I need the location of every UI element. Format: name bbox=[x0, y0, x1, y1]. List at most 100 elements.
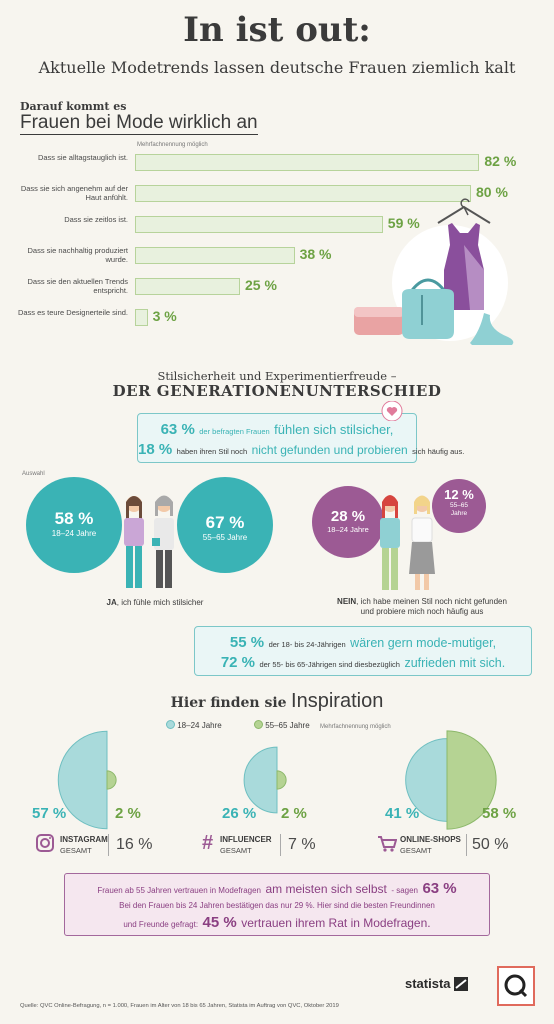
trust-text: - sagen bbox=[391, 886, 418, 895]
pie-label-old: 2 % bbox=[281, 805, 307, 822]
yes-caption: JA, ich fühle mich stilsicher bbox=[0, 598, 310, 607]
pie-label-old: 2 % bbox=[115, 805, 141, 822]
bar-value-label: 82 % bbox=[484, 153, 517, 169]
courage-callout: 55 % der 18- bis 24-Jährigen wären gern … bbox=[194, 626, 532, 676]
fashion-illustration bbox=[354, 198, 514, 345]
callout-text: fühlen sich stilsicher, bbox=[274, 422, 394, 437]
no-young-age: 18–24 Jahre bbox=[327, 525, 369, 534]
bar bbox=[135, 154, 480, 171]
yes-young-circle: 58 % 18–24 Jahre bbox=[26, 477, 122, 573]
half-circle-old bbox=[446, 730, 497, 830]
women-figures-yes bbox=[124, 495, 174, 588]
hashtag-icon: # bbox=[202, 832, 214, 854]
bar bbox=[135, 185, 471, 202]
bar bbox=[135, 278, 240, 295]
half-circle-young bbox=[57, 730, 108, 830]
divider bbox=[108, 834, 109, 856]
bar-category-label: Dass sie nachhaltig produziert wurde. bbox=[27, 246, 128, 264]
yes-old-age: 55–65 Jahre bbox=[202, 533, 248, 542]
divider bbox=[466, 834, 467, 856]
legend-old-label: 55–65 Jahre bbox=[265, 721, 310, 730]
callout-pct-18: 18 % bbox=[138, 441, 173, 458]
yes-caption-bold: JA bbox=[106, 598, 117, 607]
women-figures-no bbox=[380, 495, 435, 590]
section2-heading-small: Stilsicherheit und Experimentierfreude – bbox=[157, 369, 397, 383]
callout-text: sich häufig aus. bbox=[412, 447, 465, 456]
no-old-age-2: Jahre bbox=[450, 510, 468, 517]
source-note: Quelle: QVC Online-Befragung, n = 1.000,… bbox=[20, 1003, 339, 1009]
legend-old-swatch bbox=[253, 720, 263, 729]
influencer-label: INFLUENCER bbox=[220, 835, 272, 844]
shopping-cart-icon bbox=[378, 836, 397, 852]
legend-young-swatch bbox=[166, 720, 175, 729]
section3-heading-large: Inspiration bbox=[291, 690, 384, 712]
trust-box: Frauen ab 55 Jahren vertrauen in Modefra… bbox=[64, 873, 490, 936]
section2-heading-large: DER GENERATIONENUNTERSCHIED bbox=[112, 382, 442, 400]
influencer-total: 7 % bbox=[288, 836, 316, 853]
callout-text: nicht gefunden und probieren bbox=[251, 443, 408, 457]
callout2-pct-55: 55 % bbox=[229, 634, 265, 651]
statista-logo: statista bbox=[405, 976, 451, 991]
half-circle-young bbox=[243, 746, 278, 814]
pie-label-young: 41 % bbox=[385, 805, 420, 822]
pie-label-old: 58 % bbox=[482, 805, 517, 822]
woman-top-icon bbox=[124, 518, 144, 546]
page-title: In ist out: bbox=[183, 10, 371, 50]
online-label: ONLINE-SHOPS bbox=[400, 835, 461, 844]
bar-value-label: 3 % bbox=[152, 308, 177, 324]
section3-heading: Hier finden sie Inspiration bbox=[0, 690, 554, 713]
trust-text: und Freunde gefragt: bbox=[123, 920, 199, 929]
bar bbox=[135, 309, 148, 326]
pie-label-young: 26 % bbox=[222, 805, 257, 822]
half-circle-old bbox=[106, 770, 117, 790]
bar bbox=[135, 247, 295, 264]
callout2-text: der 55- bis 65-Jährigen sind diesbezügli… bbox=[259, 660, 400, 669]
trust-pct-45: 45 % bbox=[202, 914, 237, 931]
no-caption-text: , ich habe meinen Stil noch nicht gefund… bbox=[356, 597, 507, 606]
no-old-pct: 12 % bbox=[444, 487, 474, 502]
woman-top-icon bbox=[380, 518, 400, 548]
callout-text: der befragten Frauen bbox=[199, 427, 270, 436]
online-total: 50 % bbox=[472, 836, 509, 853]
bar-category-label: Dass sie alltagstauglich ist. bbox=[37, 153, 128, 162]
online-gesamt: GESAMT bbox=[400, 846, 432, 855]
auswahl-note: Auswahl bbox=[22, 471, 45, 477]
no-old-circle: 12 % 55–65 Jahre bbox=[432, 479, 486, 533]
instagram-total: 16 % bbox=[116, 836, 153, 853]
instagram-gesamt: GESAMT bbox=[60, 846, 92, 855]
yes-old-circle: 67 % 55–65 Jahre bbox=[177, 477, 273, 573]
legend: 18–24 Jahre 55–65 Jahre bbox=[166, 720, 310, 730]
callout2-text: der 18- bis 24-Jährigen bbox=[268, 640, 346, 649]
no-young-pct: 28 % bbox=[330, 508, 366, 525]
page-subtitle: Aktuelle Modetrends lassen deutsche Frau… bbox=[38, 58, 516, 77]
callout2-text: zufrieden mit sich. bbox=[404, 656, 506, 670]
statista-logo-icon bbox=[454, 977, 468, 991]
section1-heading-large: Frauen bei Mode wirklich an bbox=[20, 112, 258, 135]
callout-pct-63: 63 % bbox=[160, 421, 195, 438]
handbag-icon bbox=[402, 289, 454, 339]
qvc-q-icon bbox=[504, 974, 528, 998]
bar-value-label: 25 % bbox=[245, 277, 277, 293]
multiple-answers-note-2: Mehrfachnennung möglich bbox=[320, 724, 391, 730]
section3-heading-small: Hier finden sie bbox=[170, 695, 287, 711]
trust-text: Bei den Frauen bis 24 Jahren bestätigen … bbox=[119, 901, 435, 910]
hanger-icon bbox=[437, 205, 491, 224]
no-old-age-1: 55–65 bbox=[449, 502, 469, 509]
no-young-circle: 28 % 18–24 Jahre bbox=[312, 486, 384, 558]
bar-category-label: Dass sie den aktuellen Trends entspricht… bbox=[27, 277, 128, 295]
style-callout: 63 % der befragten Frauen fühlen sich st… bbox=[137, 413, 464, 463]
callout-text: haben ihren Stil noch bbox=[176, 447, 248, 456]
instagram-label: INSTAGRAM bbox=[60, 835, 108, 844]
callout2-text: wären gern mode-mutiger, bbox=[350, 636, 497, 650]
pie-label-young: 57 % bbox=[32, 805, 67, 822]
bar-value-label: 38 % bbox=[299, 246, 332, 262]
section1-heading-small: Darauf kommt es bbox=[20, 100, 127, 113]
divider bbox=[280, 834, 281, 856]
trust-text: Frauen ab 55 Jahren vertrauen in Modefra… bbox=[97, 886, 262, 895]
yes-caption-text: , ich fühle mich stilsicher bbox=[116, 598, 204, 607]
yes-young-pct: 58 % bbox=[54, 509, 94, 528]
callout2-pct-72: 72 % bbox=[220, 654, 256, 671]
trust-text: vertrauen ihrem Rat in Modefragen. bbox=[241, 916, 431, 930]
qvc-logo bbox=[497, 966, 535, 1006]
bar-category-label: Dass sie sich angenehm auf der Haut anfü… bbox=[20, 184, 128, 202]
